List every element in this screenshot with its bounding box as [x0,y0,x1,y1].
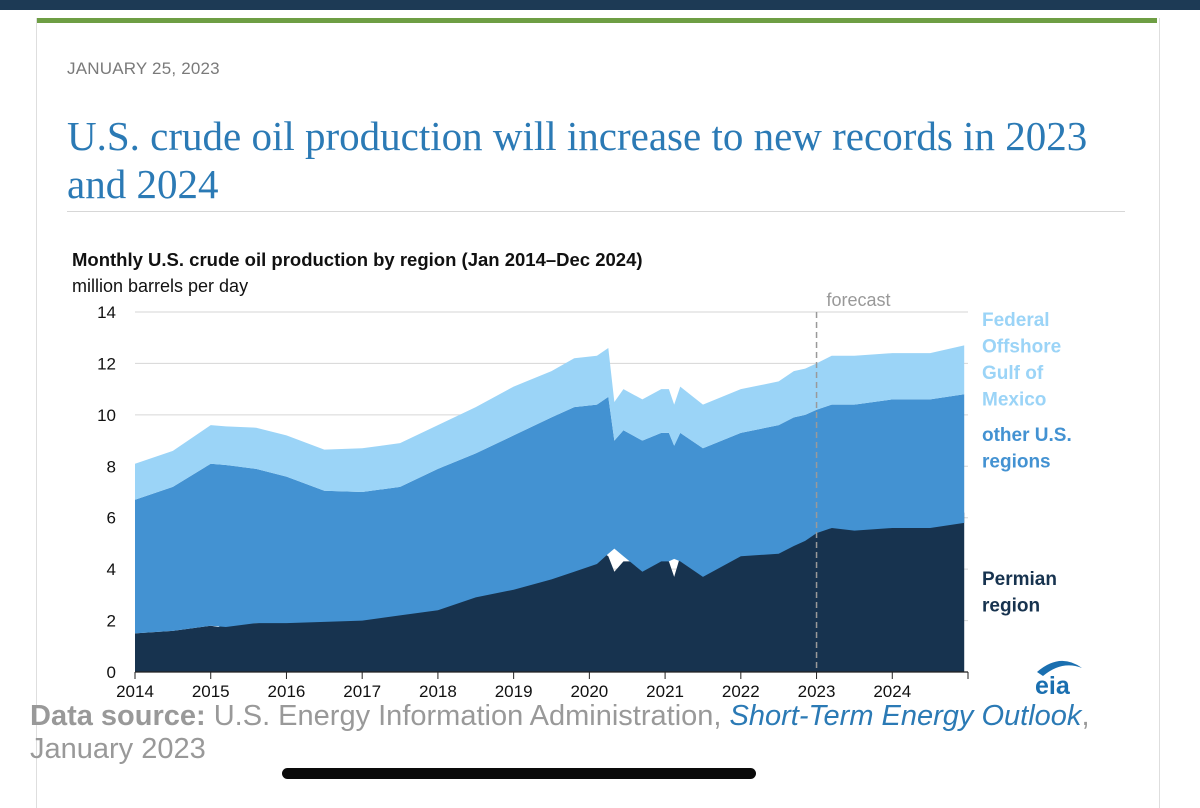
area-other [135,394,965,634]
series-label-gulf: Offshore [982,336,1061,357]
y-axis-label: million barrels per day [72,276,248,296]
y-tick-label: 6 [107,509,116,528]
x-tick-label: 2022 [722,682,760,701]
area-gulf [135,345,965,500]
article-date: JANUARY 25, 2023 [67,59,220,78]
series-label-other: regions [982,452,1051,473]
divider [67,211,1125,212]
top-bar [0,0,1200,10]
article-headline: U.S. crude oil production will increase … [67,113,1088,207]
y-tick-label: 4 [107,560,116,579]
series-label-gulf: Gulf of [982,363,1044,384]
accent-bar [37,18,1157,23]
x-tick-label: 2014 [116,682,154,701]
series-label-other: other U.S. [982,425,1072,446]
series-label-gulf: Mexico [982,389,1046,410]
x-tick-label: 2017 [343,682,381,701]
x-tick-label: 2016 [268,682,306,701]
x-tick-label: 2018 [419,682,457,701]
steo-link[interactable]: Short-Term Energy Outlook [729,700,1082,732]
y-tick-label: 2 [107,612,116,631]
eia-logo: eia [1035,660,1082,700]
source-label: Data source: [30,700,206,732]
forecast-marker: forecast [815,290,891,672]
data-source-note: Data source: U.S. Energy Information Adm… [30,700,1090,766]
x-tick-label: 2015 [192,682,230,701]
area-series [135,345,965,672]
series-label-gulf: Federal [982,310,1050,331]
series-label-permian: Permian [982,569,1057,590]
x-tick-label: 2021 [646,682,684,701]
eia-logo-swoosh [1037,660,1082,676]
eia-logo-text: eia [1035,672,1071,700]
y-tick-label: 14 [97,303,116,322]
x-tick-label: 2024 [873,682,911,701]
axes: 2014 2015 2016 2017 2018 2019 2020 2021 2022 2023… [116,671,969,701]
series-labels: Permian region other U.S. regions Federal Off… [982,310,1072,617]
y-tick-label: 10 [97,406,116,425]
source-text-2: , January 2023 [30,700,1090,765]
x-tick-label: 2019 [495,682,533,701]
home-indicator[interactable] [282,768,756,779]
y-tick-label: 8 [107,457,116,476]
y-tick-label: 12 [97,354,116,373]
x-tick-label: 2023 [798,682,836,701]
forecast-label: forecast [827,290,891,310]
x-tick-label: 2020 [570,682,608,701]
chart-title: Monthly U.S. crude oil production by reg… [72,249,643,270]
y-tick-label: 0 [107,663,116,682]
source-text-1: U.S. Energy Information Administration, [205,700,730,732]
series-label-permian: region [982,596,1040,617]
